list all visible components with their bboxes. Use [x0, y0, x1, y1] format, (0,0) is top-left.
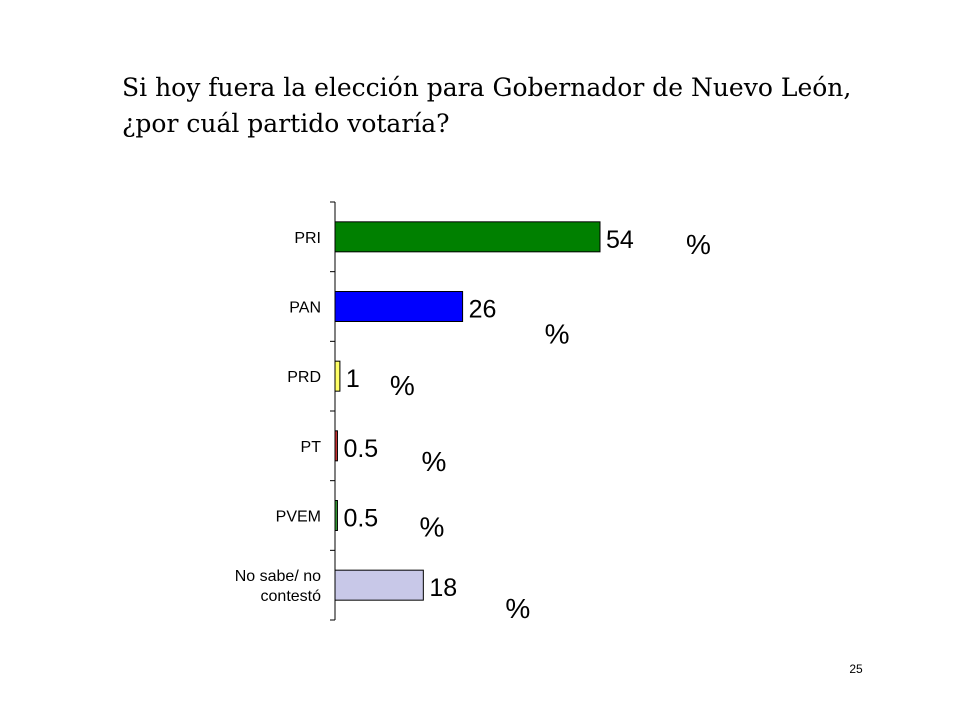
value-label: 54	[606, 226, 634, 254]
percent-label: %	[421, 446, 446, 477]
category-label: PRI	[294, 230, 321, 247]
value-label: 1	[346, 365, 360, 393]
category-label: PAN	[289, 300, 321, 317]
chart-title-line-2: ¿por cuál partido votaría?	[122, 109, 450, 138]
category-label: No sabe/ no	[235, 568, 321, 585]
chart-title: Si hoy fuera la elección para Gobernador…	[122, 70, 902, 142]
page-number: 25	[849, 662, 863, 676]
bar-pvem	[334, 500, 338, 531]
bar-no-sabe-no-contest	[334, 569, 424, 601]
percent-label: %	[390, 370, 415, 401]
percent-label: %	[686, 229, 711, 260]
category-label: PT	[301, 439, 322, 456]
value-label: 0.5	[343, 505, 378, 533]
category-label: contestó	[261, 588, 322, 605]
value-label: 0.5	[343, 435, 378, 463]
percent-label: %	[419, 512, 444, 543]
bar-pan	[334, 291, 464, 322]
percent-label: %	[545, 319, 570, 350]
percent-label: %	[505, 593, 530, 624]
chart-title-line-1: Si hoy fuera la elección para Gobernador…	[122, 73, 852, 102]
value-label: 18	[429, 574, 457, 602]
category-label: PRD	[287, 369, 321, 386]
bar-pri	[334, 221, 601, 253]
value-label: 26	[469, 296, 497, 324]
bar-pt	[334, 430, 338, 462]
category-label: PVEM	[276, 509, 321, 526]
bar-prd	[334, 360, 341, 392]
